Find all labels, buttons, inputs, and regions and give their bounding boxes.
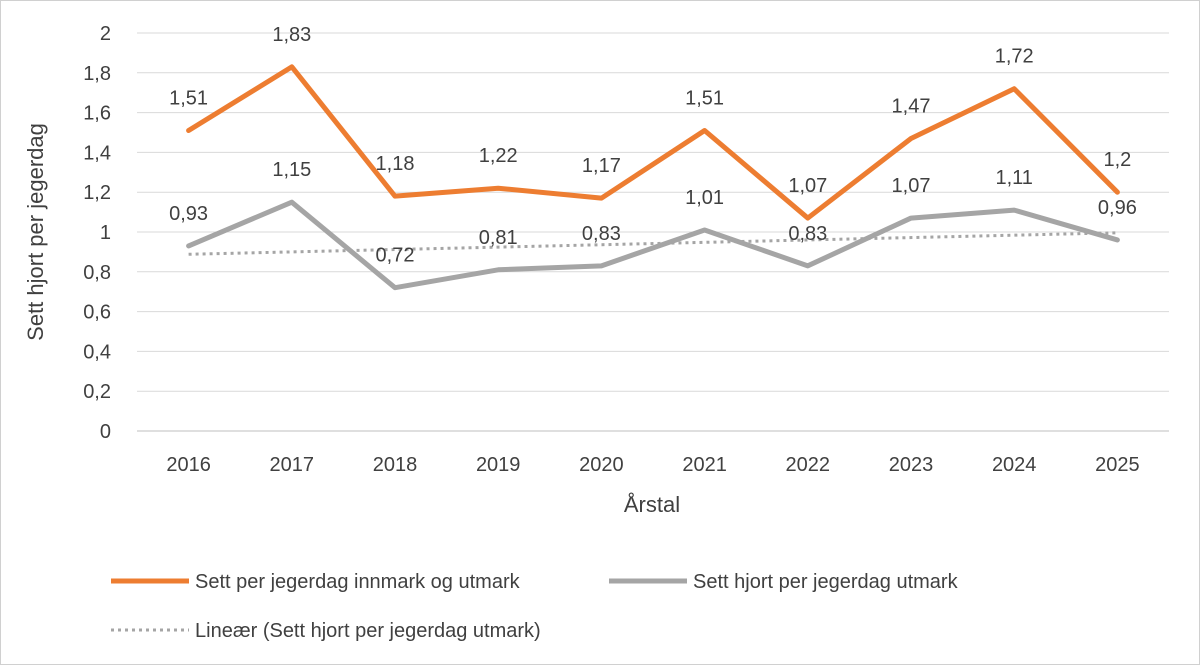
gridlines: [137, 32, 1169, 432]
x-tick-label: 2023: [889, 454, 934, 476]
y-tick-label: 1,4: [83, 142, 111, 164]
data-label-innmark-utmark: 1,72: [995, 46, 1034, 68]
x-tick-label: 2018: [373, 454, 418, 476]
data-label-utmark: 0,81: [479, 227, 518, 249]
y-tick-label: 0,4: [83, 341, 111, 363]
data-label-utmark: 0,96: [1098, 197, 1137, 219]
data-label-utmark: 0,72: [376, 245, 415, 267]
series-lines: [186, 64, 1120, 291]
y-tick-label: 1: [100, 222, 111, 244]
x-tick-label: 2020: [579, 454, 624, 476]
data-label-utmark: 1,01: [685, 187, 724, 209]
x-tick-label: 2016: [166, 454, 211, 476]
y-tick-label: 2: [100, 23, 111, 45]
y-axis-ticks: 0 0,2 0,4 0,6 0,8 1 1,2 1,4 1,6 1,8 2: [83, 23, 111, 443]
legend: Sett per jegerdag innmark og utmark Sett…: [111, 571, 959, 642]
data-label-innmark-utmark: 1,07: [788, 175, 827, 197]
data-label-utmark: 0,83: [788, 223, 827, 245]
series-line-utmark: [186, 199, 1120, 291]
y-tick-label: 0: [100, 421, 111, 443]
data-label-innmark-utmark: 1,51: [685, 88, 724, 110]
data-label-innmark-utmark: 1,47: [892, 95, 931, 117]
data-label-innmark-utmark: 1,2: [1103, 149, 1131, 171]
y-tick-label: 1,8: [83, 63, 111, 85]
data-label-innmark-utmark: 1,22: [479, 145, 518, 167]
x-axis-title: Årstal: [624, 492, 680, 517]
data-label-utmark: 0,83: [582, 223, 621, 245]
trendline-utmark: [188, 231, 1118, 256]
x-tick-label: 2025: [1095, 454, 1140, 476]
x-tick-label: 2019: [476, 454, 521, 476]
y-axis-title: Sett hjort per jegerdag: [23, 123, 48, 341]
x-tick-label: 2022: [786, 454, 831, 476]
y-tick-label: 0,2: [83, 381, 111, 403]
data-label-utmark: 1,07: [892, 175, 931, 197]
legend-label-innmark-utmark: Sett per jegerdag innmark og utmark: [195, 571, 521, 593]
y-tick-label: 1,2: [83, 182, 111, 204]
y-tick-label: 1,6: [83, 103, 111, 125]
x-tick-label: 2024: [992, 454, 1037, 476]
data-label-utmark: 0,93: [169, 203, 208, 225]
legend-label-trendline: Lineær (Sett hjort per jegerdag utmark): [195, 620, 541, 642]
data-label-innmark-utmark: 1,17: [582, 155, 621, 177]
y-tick-label: 0,6: [83, 302, 111, 324]
data-label-innmark-utmark: 1,51: [169, 88, 208, 110]
series-line-innmark-utmark: [186, 64, 1120, 221]
x-tick-label: 2021: [682, 454, 727, 476]
y-tick-label: 0,8: [83, 262, 111, 284]
data-label-utmark: 1,11: [995, 167, 1032, 189]
data-label-utmark: 1,15: [272, 159, 311, 181]
data-label-innmark-utmark: 1,18: [376, 153, 415, 175]
data-label-innmark-utmark: 1,83: [272, 24, 311, 46]
x-tick-label: 2017: [270, 454, 315, 476]
legend-label-utmark: Sett hjort per jegerdag utmark: [693, 571, 959, 593]
x-axis-ticks: 2016 2017 2018 2019 2020 2021 2022 2023 2024 2025: [166, 454, 1139, 476]
data-labels: 1,51 1,83 1,18 1,22 1,17 1,51 1,07 1,47 1,72 1,2 0…: [169, 24, 1137, 267]
